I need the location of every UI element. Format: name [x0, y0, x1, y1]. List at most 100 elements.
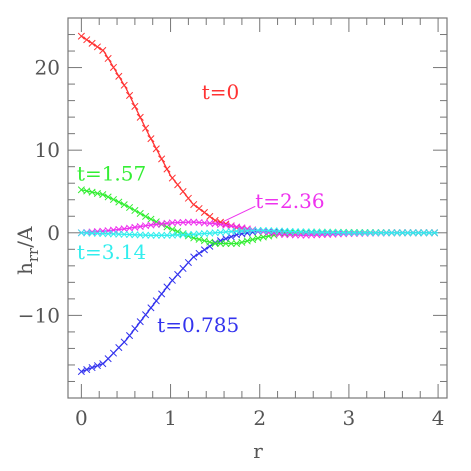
- data-point-marker: [222, 239, 230, 248]
- x-tick-label: 0: [75, 406, 88, 430]
- y-axis-label-main: h: [13, 262, 37, 275]
- data-point-marker: [238, 227, 246, 235]
- data-point-marker: [120, 338, 128, 346]
- data-point-marker: [190, 253, 198, 261]
- data-point-marker: [200, 246, 208, 254]
- data-point-marker: [179, 231, 187, 239]
- label-leader-line: [223, 205, 256, 222]
- data-point-marker: [200, 208, 208, 217]
- data-point-marker: [93, 189, 101, 197]
- data-point-marker: [232, 227, 241, 235]
- data-point-marker: [179, 218, 187, 226]
- data-point-marker: [131, 325, 139, 333]
- data-point-marker: [115, 344, 123, 352]
- y-tick-label: 0: [47, 221, 60, 245]
- data-point-marker: [356, 229, 364, 237]
- data-point-marker: [398, 229, 406, 237]
- data-point-marker: [275, 227, 283, 235]
- data-point-marker: [430, 229, 439, 237]
- data-point-marker: [136, 231, 144, 239]
- data-point-marker: [120, 201, 128, 209]
- data-point-marker: [163, 165, 171, 173]
- data-point-marker: [88, 188, 96, 196]
- x-tick-label: 1: [164, 406, 177, 430]
- series-label-t=1.57: t=1.57: [77, 162, 146, 186]
- y-tick-label: 10: [35, 138, 60, 162]
- data-point-marker: [249, 236, 257, 244]
- data-point-marker: [152, 297, 160, 305]
- data-point-marker: [307, 231, 316, 239]
- data-point-marker: [142, 212, 150, 220]
- data-point-marker: [147, 135, 155, 143]
- data-point-marker: [99, 230, 107, 238]
- data-point-marker: [93, 362, 101, 370]
- data-point-marker: [109, 195, 118, 204]
- data-point-marker: [168, 174, 176, 182]
- data-point-marker: [291, 228, 299, 236]
- data-point-marker: [77, 32, 85, 40]
- data-point-marker: [88, 39, 96, 47]
- data-point-marker: [227, 239, 235, 248]
- data-point-marker: [404, 229, 412, 237]
- data-point-marker: [216, 239, 225, 248]
- axis-ticks: [68, 18, 447, 398]
- series-label-t=2.36: t=2.36: [255, 189, 324, 213]
- data-point-marker: [152, 231, 160, 239]
- data-point-marker: [382, 229, 390, 237]
- data-point-marker: [125, 203, 134, 212]
- data-point-marker: [93, 43, 101, 51]
- data-point-marker: [83, 36, 91, 44]
- data-point-marker: [104, 54, 112, 63]
- data-point-marker: [393, 229, 401, 237]
- data-point-marker: [211, 216, 219, 224]
- data-point-marker: [313, 228, 321, 236]
- data-point-marker: [83, 229, 91, 237]
- data-point-marker: [104, 230, 112, 238]
- data-point-marker: [334, 229, 342, 237]
- y-axis-label-sub: rr: [24, 247, 42, 262]
- data-point-marker: [179, 187, 187, 196]
- data-point-marker: [195, 204, 203, 213]
- data-point-marker: [136, 209, 144, 218]
- data-point-marker: [425, 229, 433, 237]
- data-point-marker: [302, 228, 310, 236]
- data-point-marker: [158, 290, 166, 298]
- data-point-marker: [211, 239, 219, 248]
- series-label-t=3.14: t=3.14: [77, 240, 146, 264]
- data-point-marker: [77, 186, 85, 194]
- data-point-marker: [307, 228, 316, 236]
- data-point-marker: [115, 198, 123, 206]
- data-point-marker: [361, 229, 369, 237]
- x-tick-label: 2: [253, 406, 266, 430]
- data-point-marker: [409, 229, 417, 237]
- data-point-marker: [184, 231, 192, 239]
- data-point-marker: [243, 227, 251, 235]
- data-point-marker: [318, 228, 326, 236]
- series-label-t=0.785: t=0.785: [157, 313, 239, 337]
- data-point-marker: [297, 231, 305, 239]
- y-tick-label: 20: [35, 56, 60, 80]
- data-point-marker: [302, 231, 310, 239]
- data-point-marker: [93, 229, 101, 237]
- data-point-marker: [152, 145, 160, 153]
- data-point-marker: [206, 212, 214, 220]
- data-point-marker: [88, 364, 96, 372]
- data-point-marker: [158, 155, 166, 163]
- data-point-marker: [163, 231, 171, 239]
- data-point-marker: [420, 229, 428, 237]
- series-label-t=0: t=0: [202, 80, 240, 104]
- x-tick-label: 4: [432, 406, 445, 430]
- data-point-marker: [323, 228, 332, 236]
- data-point-marker: [388, 229, 396, 237]
- data-point-marker: [104, 193, 112, 201]
- data-point-marker: [163, 283, 171, 291]
- data-point-marker: [88, 229, 96, 237]
- data-point-marker: [232, 239, 241, 248]
- data-point-marker: [340, 229, 348, 237]
- data-point-marker: [286, 231, 294, 239]
- data-point-marker: [297, 228, 305, 236]
- y-tick-label: −10: [18, 303, 60, 327]
- data-point-marker: [179, 264, 187, 273]
- data-point-marker: [109, 349, 118, 357]
- data-point-marker: [125, 331, 134, 340]
